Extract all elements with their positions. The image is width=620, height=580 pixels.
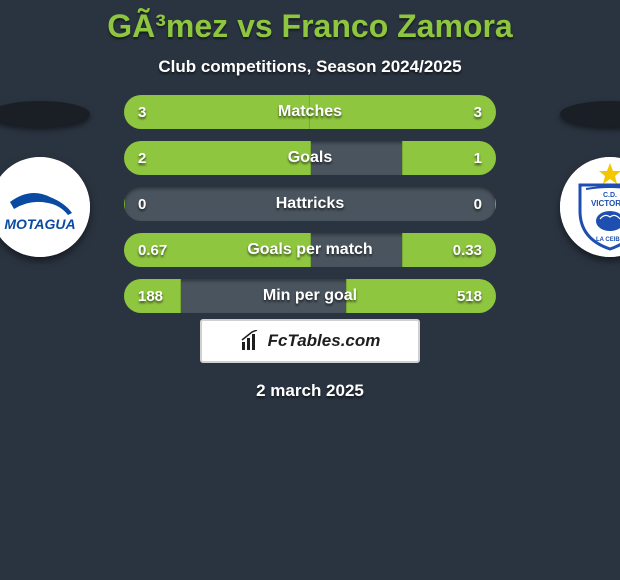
stat-bar-left bbox=[124, 141, 311, 175]
svg-text:VICTORIA: VICTORIA bbox=[591, 199, 620, 208]
right-club-badge: C.D. VICTORIA LA CEIBA bbox=[560, 157, 620, 257]
page-subtitle: Club competitions, Season 2024/2025 bbox=[0, 57, 620, 77]
page-title: GÃ³mez vs Franco Zamora bbox=[0, 8, 620, 45]
svg-text:MOTAGUA: MOTAGUA bbox=[4, 216, 75, 232]
stat-bar-right bbox=[309, 95, 496, 129]
brand-badge: FcTables.com bbox=[200, 319, 420, 363]
stat-value-right: 0 bbox=[474, 187, 482, 221]
right-nationality-oval bbox=[560, 101, 620, 127]
right-player-column: C.D. VICTORIA LA CEIBA bbox=[500, 95, 620, 257]
comparison-area: MOTAGUA 33Matches 21Goals 0 0Hattricks 0.670… bbox=[0, 95, 620, 313]
stat-row: 0.670.33Goals per match bbox=[124, 233, 496, 267]
stat-bar-left bbox=[124, 279, 181, 313]
stat-bar-right bbox=[402, 141, 496, 175]
stat-row: 33Matches bbox=[124, 95, 496, 129]
stat-bar-right bbox=[495, 187, 496, 221]
left-player-column: MOTAGUA bbox=[0, 95, 120, 257]
stat-bar-right bbox=[402, 233, 496, 267]
stat-row: 188518Min per goal bbox=[124, 279, 496, 313]
brand-text: FcTables.com bbox=[268, 331, 381, 351]
stat-bar-right bbox=[346, 279, 496, 313]
stat-bar-left bbox=[124, 95, 311, 129]
stat-bar-left bbox=[124, 233, 311, 267]
stat-value-left: 0 bbox=[138, 187, 146, 221]
stat-bar-left bbox=[124, 187, 125, 221]
motagua-logo-icon: MOTAGUA bbox=[0, 157, 90, 257]
stats-bars: 33Matches 21Goals 0 0Hattricks 0.670.33Goals… bbox=[120, 95, 500, 313]
match-date: 2 march 2025 bbox=[0, 381, 620, 401]
victoria-logo-icon: C.D. VICTORIA LA CEIBA bbox=[560, 157, 620, 257]
stat-label: Hattricks bbox=[124, 187, 496, 221]
svg-text:LA CEIBA: LA CEIBA bbox=[596, 237, 620, 243]
left-club-badge: MOTAGUA bbox=[0, 157, 90, 257]
stat-row: 0 0Hattricks bbox=[124, 187, 496, 221]
svg-text:C.D.: C.D. bbox=[603, 192, 617, 199]
stat-row: 21Goals bbox=[124, 141, 496, 175]
bar-chart-icon bbox=[240, 330, 262, 352]
left-nationality-oval bbox=[0, 101, 90, 127]
